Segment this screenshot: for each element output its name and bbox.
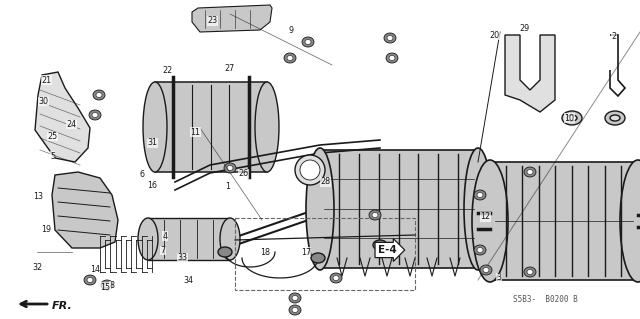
Text: 28: 28 <box>320 177 330 186</box>
Ellipse shape <box>84 275 96 285</box>
Ellipse shape <box>562 111 582 125</box>
Text: 18: 18 <box>260 248 271 256</box>
Text: 32: 32 <box>32 263 42 272</box>
Ellipse shape <box>305 40 311 44</box>
Ellipse shape <box>373 240 387 250</box>
Ellipse shape <box>330 273 342 283</box>
Text: 25: 25 <box>47 132 58 141</box>
Text: 12: 12 <box>480 212 490 221</box>
Ellipse shape <box>524 167 536 177</box>
Ellipse shape <box>224 163 236 173</box>
Text: 8: 8 <box>109 281 115 290</box>
Ellipse shape <box>306 148 334 270</box>
Bar <box>320 150 478 268</box>
Text: 2: 2 <box>612 32 617 41</box>
Ellipse shape <box>143 82 167 172</box>
Ellipse shape <box>384 33 396 43</box>
Text: 5: 5 <box>50 152 55 161</box>
Text: FR.: FR. <box>52 301 73 311</box>
Bar <box>148 218 230 260</box>
Ellipse shape <box>480 265 492 275</box>
Ellipse shape <box>255 82 279 172</box>
Text: S5B3-  B0200 B: S5B3- B0200 B <box>513 295 577 305</box>
Text: 17: 17 <box>301 248 311 256</box>
Ellipse shape <box>464 148 492 270</box>
Text: 16: 16 <box>147 181 157 189</box>
Text: 24: 24 <box>67 120 77 129</box>
Ellipse shape <box>311 253 325 263</box>
Ellipse shape <box>372 212 378 218</box>
Ellipse shape <box>138 218 158 260</box>
Ellipse shape <box>333 276 339 280</box>
Text: 26: 26 <box>238 169 248 178</box>
Text: 13: 13 <box>33 192 44 201</box>
Text: 7: 7 <box>161 246 166 255</box>
Text: 1: 1 <box>225 182 230 191</box>
Ellipse shape <box>605 111 625 125</box>
Text: 30: 30 <box>38 97 49 106</box>
Ellipse shape <box>289 305 301 315</box>
Text: 22: 22 <box>163 66 173 75</box>
Text: 14: 14 <box>90 265 100 274</box>
Ellipse shape <box>474 245 486 255</box>
Polygon shape <box>35 72 90 162</box>
Text: 31: 31 <box>147 138 157 147</box>
Ellipse shape <box>300 160 320 180</box>
Text: 19: 19 <box>41 225 51 234</box>
Ellipse shape <box>284 53 296 63</box>
Ellipse shape <box>302 37 314 47</box>
Ellipse shape <box>289 293 301 303</box>
Ellipse shape <box>292 308 298 313</box>
Ellipse shape <box>524 267 536 277</box>
Ellipse shape <box>93 90 105 100</box>
Ellipse shape <box>472 160 508 282</box>
Ellipse shape <box>483 268 489 272</box>
Ellipse shape <box>610 115 620 121</box>
Polygon shape <box>505 35 555 112</box>
Text: 6: 6 <box>140 170 145 179</box>
Ellipse shape <box>96 93 102 98</box>
Text: 20: 20 <box>489 31 499 40</box>
Text: 15: 15 <box>100 283 111 292</box>
Text: 21: 21 <box>41 76 51 85</box>
Ellipse shape <box>292 295 298 300</box>
Text: 33: 33 <box>177 253 188 262</box>
Text: 10: 10 <box>564 114 575 122</box>
Text: 27: 27 <box>224 64 234 73</box>
Polygon shape <box>52 172 118 248</box>
Text: 23: 23 <box>207 16 218 25</box>
Text: 29: 29 <box>520 24 530 33</box>
Ellipse shape <box>92 113 98 117</box>
Ellipse shape <box>287 56 293 61</box>
Ellipse shape <box>386 53 398 63</box>
Ellipse shape <box>227 166 233 170</box>
Bar <box>490 162 638 280</box>
Text: E-4: E-4 <box>378 245 396 255</box>
Ellipse shape <box>104 283 110 287</box>
Ellipse shape <box>89 110 101 120</box>
Ellipse shape <box>567 115 577 121</box>
Ellipse shape <box>387 35 393 41</box>
Text: 3: 3 <box>497 273 502 282</box>
Ellipse shape <box>474 190 486 200</box>
Text: 34: 34 <box>184 276 194 285</box>
Text: 4: 4 <box>163 232 168 241</box>
Text: 11: 11 <box>190 128 200 137</box>
Ellipse shape <box>477 248 483 253</box>
Ellipse shape <box>87 278 93 283</box>
Ellipse shape <box>389 56 395 61</box>
Ellipse shape <box>218 247 232 257</box>
Ellipse shape <box>295 155 325 185</box>
Ellipse shape <box>527 169 533 174</box>
Ellipse shape <box>477 192 483 197</box>
Ellipse shape <box>369 210 381 220</box>
Ellipse shape <box>220 218 240 260</box>
Polygon shape <box>192 5 272 32</box>
Bar <box>235 218 415 290</box>
Ellipse shape <box>527 270 533 275</box>
Text: 9: 9 <box>289 26 294 35</box>
Ellipse shape <box>101 280 113 290</box>
Ellipse shape <box>620 160 640 282</box>
Bar <box>155 82 267 172</box>
